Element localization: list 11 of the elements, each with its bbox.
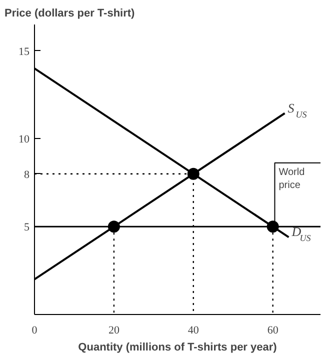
y-tick-label: 5 [24, 222, 30, 234]
y-tick-label: 8 [24, 168, 30, 181]
x-axis-title: Quantity (millions of T-shirts per year) [78, 342, 278, 354]
x-tick-label: 0 [32, 324, 38, 336]
x-tick-label: 60 [267, 324, 279, 336]
y-tick-label: 15 [18, 46, 30, 58]
ref-line-label: World price [278, 166, 305, 192]
y-tick-label: 10 [18, 134, 30, 146]
x-tick-label: 40 [188, 324, 200, 336]
y-axis-title: Price (dollars per T-shirt) [4, 8, 136, 20]
x-tick-label: 20 [108, 324, 120, 336]
